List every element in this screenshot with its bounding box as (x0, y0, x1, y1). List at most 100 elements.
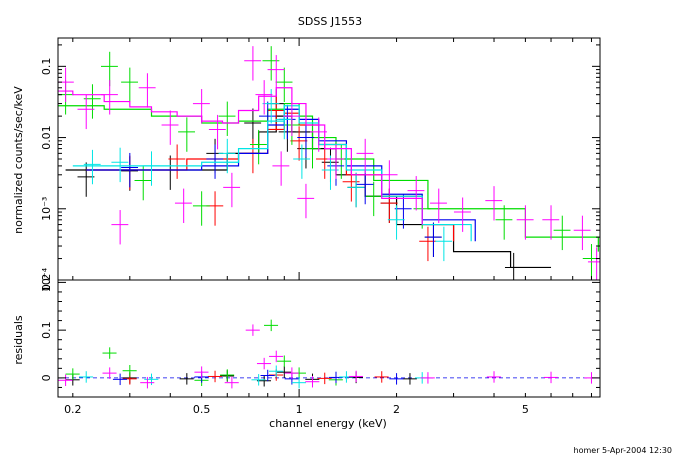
data-point-3-7 (394, 194, 412, 229)
data-point-2-12 (303, 134, 321, 169)
x-axis-label: channel energy (keV) (269, 417, 387, 430)
data-point-2-8 (249, 129, 267, 165)
residual-point-2-6 (277, 355, 292, 367)
residual-point-5-13 (543, 371, 558, 384)
data-point-4-5 (275, 104, 293, 140)
data-point-5-22 (453, 197, 471, 232)
data-point-1-5 (290, 126, 308, 161)
data-point-3-8 (424, 222, 442, 257)
y-tick-label-bottom-1: 0.1 (40, 321, 53, 339)
residual-point-5-0 (58, 374, 73, 387)
y-tick-label-top-2: 10⁻³ (40, 197, 53, 221)
data-point-5-9 (223, 172, 241, 208)
footer-stamp: homer 5-Apr-2004 12:30 (573, 446, 672, 455)
data-point-5-1 (77, 94, 95, 130)
data-point-2-17 (553, 215, 571, 251)
model-step-2 (58, 102, 599, 252)
data-point-0-4 (244, 108, 262, 143)
data-point-5-7 (192, 89, 210, 124)
residual-point-1-3 (317, 372, 332, 385)
model-step-5 (58, 87, 423, 225)
y-tick-label-top-1: 0.01 (40, 125, 53, 150)
data-point-5-18 (356, 138, 374, 174)
residual-point-2-2 (122, 365, 137, 377)
residual-point-5-11 (420, 372, 435, 384)
data-point-2-16 (495, 205, 513, 240)
residual-point-1-1 (207, 370, 222, 383)
data-point-4-3 (218, 138, 236, 174)
data-point-5-6 (174, 188, 192, 223)
data-point-5-8 (208, 114, 226, 150)
x-tick-label-1: 0.5 (193, 403, 211, 416)
y-tick-label-top-3: 10⁻⁴ (40, 267, 53, 292)
bottom-frame (57, 279, 601, 398)
data-point-5-21 (430, 188, 447, 223)
data-point-1-1 (168, 144, 186, 179)
y-axis-label-bottom: residuals (12, 315, 25, 365)
residual-point-5-12 (486, 371, 501, 383)
data-point-2-4 (134, 165, 152, 201)
residual-point-2-0 (65, 368, 80, 380)
data-point-4-1 (111, 147, 129, 183)
data-point-2-7 (218, 101, 236, 136)
residual-point-2-5 (263, 319, 279, 332)
residual-point-0-4 (256, 375, 272, 387)
data-point-5-2 (101, 80, 118, 115)
data-point-0-0 (77, 162, 95, 197)
x-tick-label-2: 1 (296, 403, 303, 416)
residual-point-2-4 (220, 369, 235, 381)
residual-point-5-10 (348, 370, 363, 383)
x-tick-label-0: 0.2 (64, 403, 82, 416)
data-point-3-0 (121, 152, 139, 188)
data-point-3-1 (206, 144, 224, 179)
data-point-5-10 (244, 46, 262, 81)
data-point-2-5 (178, 117, 196, 152)
data-point-2-6 (192, 191, 210, 226)
data-point-5-15 (297, 183, 315, 219)
residual-point-0-8 (402, 373, 417, 385)
data-point-5-26 (573, 215, 591, 251)
spectrum-panel (58, 46, 600, 280)
residual-point-5-4 (224, 376, 239, 389)
data-point-5-20 (407, 176, 425, 211)
y-tick-label-top-0: 0.1 (40, 58, 53, 76)
residual-point-5-6 (256, 357, 272, 370)
data-point-4-8 (347, 172, 365, 208)
x-tick-label-3: 2 (393, 403, 400, 416)
residual-point-0-2 (179, 373, 194, 385)
residual-point-4-4 (291, 376, 306, 389)
data-point-5-23 (485, 186, 503, 221)
residual-point-0-5 (277, 366, 292, 378)
data-point-5-13 (272, 151, 290, 186)
residual-point-5-9 (305, 375, 320, 388)
residual-point-2-1 (102, 347, 117, 359)
data-point-5-17 (327, 144, 345, 179)
data-point-5-5 (161, 110, 179, 145)
residual-point-4-1 (144, 373, 159, 386)
data-point-4-9 (387, 205, 405, 240)
data-point-2-9 (262, 46, 280, 81)
data-point-5-12 (267, 55, 285, 90)
residuals-panel (58, 319, 600, 389)
residual-point-4-0 (79, 371, 94, 383)
data-point-5-11 (255, 80, 273, 115)
residual-point-5-1 (102, 367, 117, 379)
data-point-5-24 (516, 205, 534, 240)
data-point-0-12 (504, 252, 522, 280)
data-point-4-6 (293, 144, 311, 179)
data-point-2-10 (275, 67, 293, 102)
data-point-5-16 (310, 117, 327, 152)
residual-point-1-4 (374, 371, 389, 383)
residual-point-5-5 (245, 324, 260, 336)
data-point-4-2 (142, 151, 160, 186)
data-point-5-27 (587, 247, 600, 280)
y-tick-label-bottom-0: 0 (40, 374, 53, 381)
residual-point-3-5 (389, 373, 404, 385)
data-point-1-2 (206, 191, 224, 226)
axes: 0.2 0.5 1 2 5 0.1 0.01 10⁻³ 10⁻⁴ 0 0.1 0.2 (40, 37, 601, 416)
y-axis-label-top: normalized counts/sec/keV (12, 86, 25, 234)
y-tick-label-bottom-2: 0.2 (40, 274, 53, 292)
residual-point-3-0 (112, 373, 127, 386)
data-point-5-4 (138, 73, 156, 108)
chart-title: SDSS J1553 (298, 15, 362, 28)
